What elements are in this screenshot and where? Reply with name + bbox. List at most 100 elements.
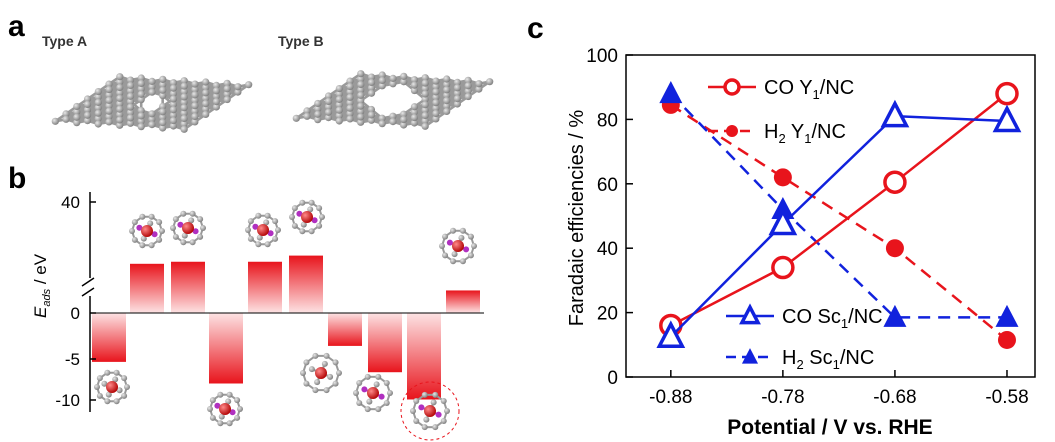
carbon-atom	[443, 102, 451, 110]
carbon-atom	[453, 84, 462, 92]
carbon-atom	[180, 125, 188, 133]
molecule-atom	[440, 398, 447, 405]
carbon-atom	[453, 89, 461, 97]
highlight-circle	[400, 381, 460, 441]
metal-atom	[219, 403, 231, 415]
carbon-atom	[335, 90, 343, 98]
carbon-atom	[212, 81, 221, 89]
carbon-atom	[223, 90, 231, 98]
carbon-atom	[159, 108, 167, 116]
panel-b: Eads / eV 40 0 -5 -10	[31, 192, 484, 441]
molecule-icon	[245, 212, 281, 248]
panel-b-y-ticks: 40 0 -5 -10	[55, 193, 96, 410]
data-point	[992, 104, 1022, 133]
graphene-sheet-type-a	[51, 73, 253, 133]
molecule-atom	[192, 228, 199, 235]
molecule-atom	[121, 392, 128, 399]
carbon-atom	[357, 80, 365, 89]
panel-b-y-tick-label: 40	[61, 193, 80, 212]
carbon-atom	[212, 97, 221, 106]
carbon-atom	[180, 87, 188, 96]
molecule-atom	[264, 241, 271, 248]
carbon-atom	[94, 93, 102, 101]
carbon-atom	[191, 107, 199, 115]
carbon-atom	[357, 118, 365, 126]
carbon-atom	[94, 104, 102, 112]
molecule-atom	[316, 222, 323, 229]
legend-entry: CO Y1/NC	[708, 77, 854, 102]
carbon-atom	[159, 86, 167, 94]
carbon-atom	[202, 94, 210, 102]
series-h2-sc1-nc	[659, 81, 1019, 327]
carbon-atom	[335, 106, 343, 114]
carbon-atom	[378, 82, 386, 90]
molecule-atom	[197, 216, 204, 223]
legend-label: CO Y1/NC	[764, 77, 854, 102]
carbon-atom	[245, 81, 253, 89]
carbon-atom	[410, 86, 419, 95]
molecule-atom	[156, 236, 163, 243]
carbon-atom	[421, 122, 429, 130]
carbon-atom	[389, 112, 397, 120]
molecule-atom	[172, 216, 179, 223]
carbon-atom	[324, 97, 333, 106]
molecule-atom	[435, 411, 442, 418]
molecule-atom	[410, 408, 416, 414]
carbon-atom	[443, 75, 451, 83]
carbon-atom	[234, 83, 242, 91]
panel-c: 0 20 40 60 80 100 -0.88 -0.78 -0.68 -0.58 Faradai…	[566, 46, 1036, 439]
carbon-atom	[335, 84, 343, 93]
carbon-atom	[314, 99, 322, 108]
energy-bar	[248, 261, 282, 313]
carbon-atom	[432, 99, 440, 107]
metal-atom	[141, 225, 153, 237]
carbon-atom	[105, 118, 113, 126]
energy-bar	[171, 261, 205, 313]
molecule-atom	[373, 381, 380, 388]
molecule-atom	[316, 205, 323, 212]
series-co-sc1-nc	[656, 99, 1022, 348]
carbon-atom	[389, 74, 397, 82]
energy-bar	[209, 313, 243, 384]
carbon-atom	[357, 102, 365, 110]
carbon-atom	[432, 115, 440, 123]
molecule-icon	[129, 213, 165, 249]
molecule-icon	[400, 381, 460, 441]
molecule-icon	[439, 227, 477, 265]
carbon-atom	[212, 92, 220, 100]
carbon-atom	[126, 119, 135, 127]
carbon-atom	[180, 82, 188, 90]
molecule-atom	[463, 246, 470, 253]
molecule-atom	[375, 406, 382, 413]
molecule-atom	[139, 213, 146, 220]
carbon-atom	[116, 73, 124, 81]
carbon-atom	[357, 86, 365, 94]
data-point	[880, 99, 910, 128]
panel-c-plot-frame	[625, 54, 1036, 378]
carbon-atom	[389, 118, 397, 126]
carbon-atom	[346, 115, 354, 123]
molecule-atom	[291, 222, 298, 229]
structure-label-type-b: Type B	[278, 33, 324, 49]
molecule-icon	[207, 391, 243, 427]
carbon-atom	[464, 76, 472, 84]
carbon-atom	[443, 86, 451, 94]
carbon-atom	[191, 118, 199, 126]
carbon-atom	[94, 87, 102, 96]
panel-b-y-tick-label: -5	[65, 350, 80, 369]
energy-bar	[328, 313, 362, 346]
data-point	[739, 303, 761, 325]
carbon-atom	[202, 110, 210, 119]
carbon-atom	[105, 85, 113, 94]
molecule-icon	[300, 352, 342, 394]
molecule-atom	[189, 210, 196, 217]
molecule-atom	[458, 234, 465, 241]
carbon-atom	[357, 107, 365, 116]
molecule-atom	[383, 399, 390, 406]
data-point	[771, 255, 795, 280]
metal-atom	[452, 240, 464, 252]
panel-c-y-tick-label: 80	[597, 110, 618, 131]
carbon-atom	[159, 81, 167, 89]
series-line	[669, 92, 1007, 319]
molecule-atom	[323, 352, 330, 359]
